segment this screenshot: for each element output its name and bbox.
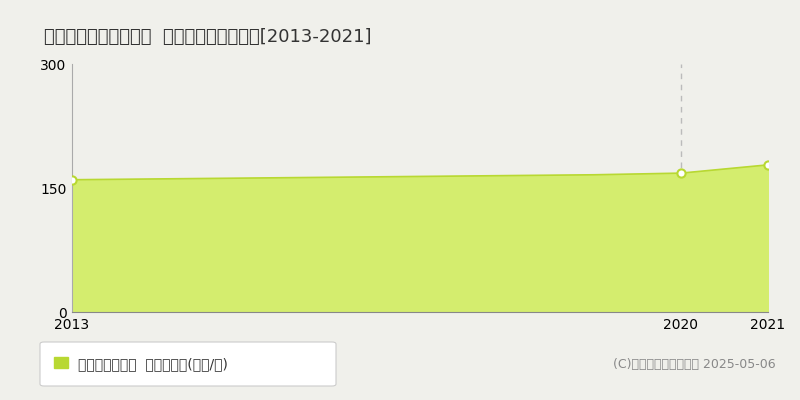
Text: (C)土地価格ドットコム 2025-05-06: (C)土地価格ドットコム 2025-05-06 (614, 358, 776, 370)
Point (674, 170, 687, 176)
Text: マンション価格  平均坪単価(万円/坪): マンション価格 平均坪単価(万円/坪) (78, 357, 227, 371)
Point (762, 162, 774, 168)
Point (66, 176, 78, 183)
Text: 京都市北区小山下総町  マンション価格推移[2013-2021]: 京都市北区小山下総町 マンション価格推移[2013-2021] (44, 28, 371, 46)
